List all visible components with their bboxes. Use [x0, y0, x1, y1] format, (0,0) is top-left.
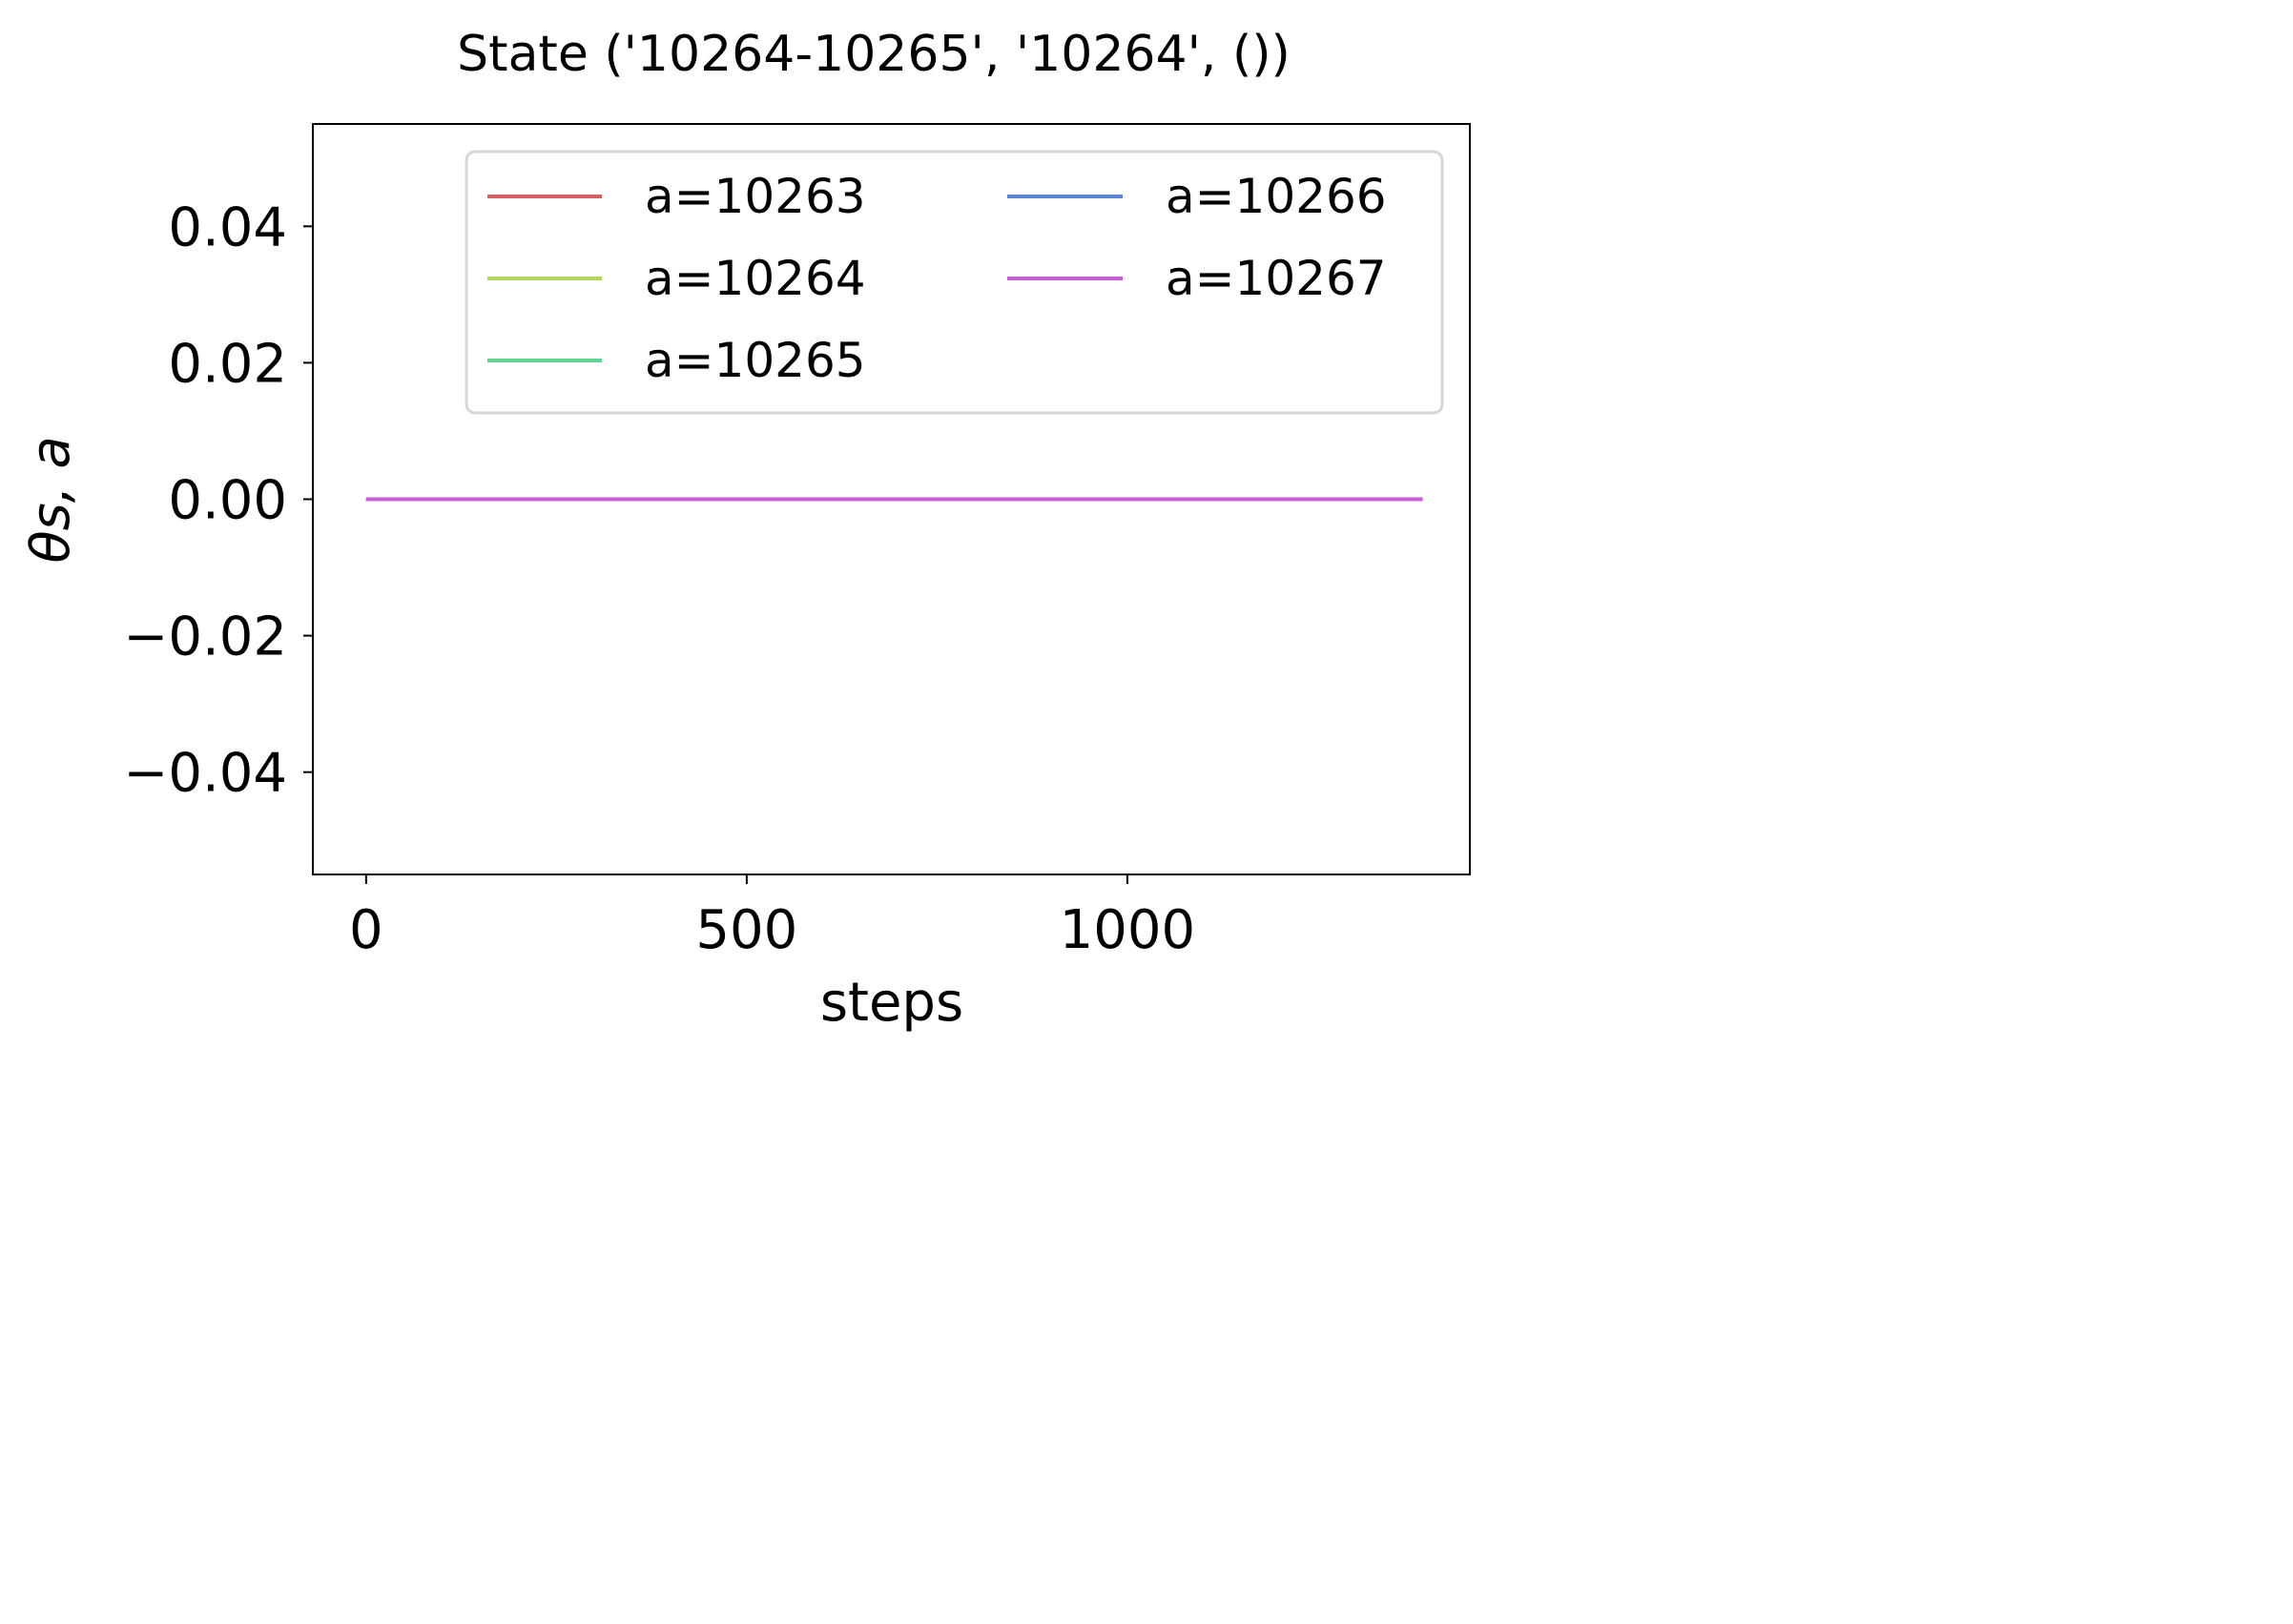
legend-label-a-10265: a=10265	[645, 333, 866, 388]
legend-label-a-10263: a=10263	[645, 169, 866, 224]
legend: a=10263 a=10264 a=10265 a=10266 a=10267	[465, 150, 1444, 415]
x-axis-label: steps	[820, 972, 963, 1034]
y-tick-label: −0.02	[123, 606, 287, 668]
legend-box	[465, 150, 1444, 415]
x-tick-label: 1000	[1060, 899, 1196, 961]
y-tick-label: 0.04	[168, 196, 287, 258]
line-chart: State ('10264-10265', '10264', ()) 0 500 1…	[20, 26, 1471, 1034]
y-axis: 0.04 0.02 0.00 −0.02 −0.04	[123, 196, 313, 805]
legend-label-a-10264: a=10264	[645, 251, 866, 306]
legend-entries: a=10263 a=10264 a=10265 a=10266 a=10267	[487, 169, 1387, 388]
y-tick-label: 0.00	[168, 470, 287, 532]
x-tick-label: 0	[349, 899, 383, 961]
chart-title: State ('10264-10265', '10264', ())	[457, 26, 1291, 83]
y-tick-label: 0.02	[168, 333, 287, 395]
y-tick-label: −0.04	[123, 743, 287, 805]
y-axis-label: θs, a	[20, 436, 82, 563]
x-axis: 0 500 1000	[349, 874, 1195, 961]
legend-label-a-10266: a=10266	[1166, 169, 1387, 224]
x-tick-label: 500	[695, 899, 797, 961]
legend-label-a-10267: a=10267	[1166, 251, 1387, 306]
